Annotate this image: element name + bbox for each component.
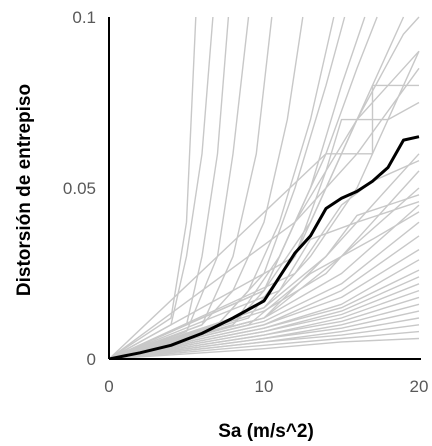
series-layer — [109, 16, 420, 359]
record-series-line-40 — [109, 84, 419, 359]
median-series-line — [109, 135, 420, 359]
record-series-line-15 — [109, 101, 420, 359]
x-tick-label: 10 — [255, 377, 274, 396]
record-series-line-38 — [109, 159, 420, 359]
y-tick-label: 0 — [87, 350, 96, 369]
record-series-line-33 — [109, 330, 420, 359]
record-series-line-26 — [109, 283, 420, 359]
record-series-line-10 — [109, 16, 378, 359]
axis-layer — [108, 17, 421, 360]
record-series-line-32 — [109, 324, 420, 359]
record-series-line-1 — [109, 16, 214, 359]
y-tick-label: 0.05 — [63, 179, 96, 198]
record-series-line-28 — [109, 296, 420, 359]
y-tick-label: 0.1 — [72, 8, 96, 27]
record-series-line-14 — [109, 67, 420, 359]
y-axis-title: Distorsión de entrepiso — [14, 84, 35, 296]
x-tick-label: 0 — [104, 377, 113, 396]
record-series-line-37 — [109, 201, 420, 359]
record-series-line-36 — [109, 211, 420, 359]
record-series-line-24 — [109, 269, 420, 359]
tick-labels: 0 10 20 0 0.05 0.1 — [63, 8, 429, 396]
record-series-line-35 — [109, 194, 420, 359]
record-series-line-34 — [109, 337, 420, 359]
record-series-line-22 — [109, 249, 420, 359]
x-tick-label: 20 — [410, 377, 429, 396]
x-axis-title: Sa (m/s^2) — [218, 421, 314, 442]
record-series-line-2 — [109, 16, 197, 359]
record-series-line-39 — [109, 50, 420, 359]
record-series-line-30 — [109, 310, 420, 359]
